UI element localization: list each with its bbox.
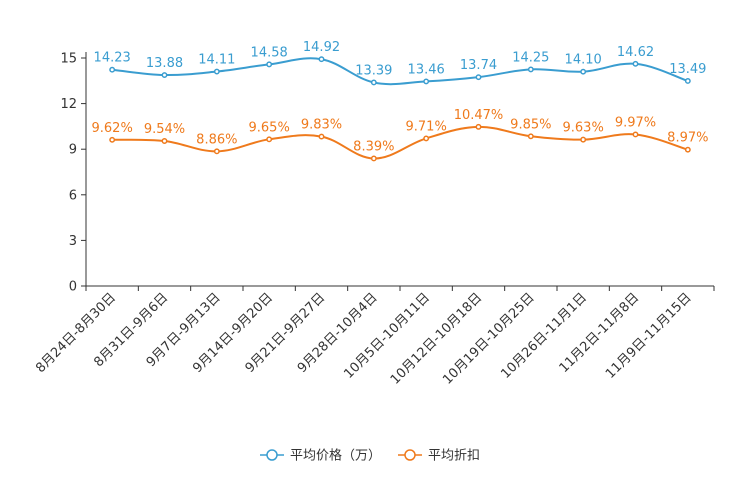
data-point[interactable] xyxy=(109,136,116,143)
data-point[interactable] xyxy=(684,146,691,153)
y-tick-label: 0 xyxy=(69,280,77,295)
data-label: 13.49 xyxy=(669,62,706,77)
data-label: 14.11 xyxy=(198,53,235,68)
legend-marker-icon xyxy=(404,449,416,461)
data-label: 14.10 xyxy=(565,53,602,68)
series-line xyxy=(112,125,689,160)
data-label: 9.71% xyxy=(406,119,447,134)
data-point[interactable] xyxy=(213,148,220,155)
data-label: 10.47% xyxy=(454,108,504,123)
data-point[interactable] xyxy=(109,66,116,73)
y-axis: 0 3 6 9 12 15 xyxy=(60,52,87,295)
data-point[interactable] xyxy=(266,61,273,68)
data-label: 9.83% xyxy=(301,118,342,133)
data-point[interactable] xyxy=(684,78,691,84)
y-tick-label: 6 xyxy=(69,188,77,203)
data-label: 14.92 xyxy=(303,40,340,55)
data-point[interactable] xyxy=(527,133,534,140)
data-label: 13.46 xyxy=(408,62,445,77)
legend-item-average-discount[interactable]: 平均折扣 xyxy=(398,449,480,464)
series-line xyxy=(112,57,689,86)
data-point[interactable] xyxy=(632,60,639,67)
data-label: 9.85% xyxy=(510,117,551,132)
data-point[interactable] xyxy=(527,66,534,73)
data-label: 14.23 xyxy=(94,51,131,66)
series-average-discount: 9.62% 9.54% 8.86% 9.65% 9.83% 8.39% 9.71% 10.47… xyxy=(92,108,708,162)
data-point[interactable] xyxy=(266,136,273,143)
y-tick-label: 3 xyxy=(69,234,77,249)
data-point[interactable] xyxy=(423,135,430,142)
data-label: 13.74 xyxy=(460,58,497,73)
data-point[interactable] xyxy=(475,123,482,130)
legend-item-average-price[interactable]: 平均价格（万） xyxy=(260,448,381,464)
data-label: 14.25 xyxy=(512,50,549,65)
data-point[interactable] xyxy=(632,131,639,138)
data-point[interactable] xyxy=(213,68,220,75)
data-point[interactable] xyxy=(475,74,482,81)
y-tick-label: 15 xyxy=(60,52,77,67)
series-layer: 14.23 13.88 14.11 14.58 14.92 13.39 13.46 13.74… xyxy=(92,40,708,162)
x-axis: 8月24日-8月30日8月31日-9月6日9月7日-9月13日9月14日-9月2… xyxy=(33,285,715,388)
x-tick-label: 10月19日-10月25日 xyxy=(440,290,537,387)
x-tick-label: 10月12日-10月18日 xyxy=(388,290,485,387)
data-label: 9.97% xyxy=(615,115,656,130)
y-tick-label: 12 xyxy=(60,97,77,112)
data-label: 8.39% xyxy=(353,139,394,154)
legend-label: 平均价格（万） xyxy=(290,448,381,464)
data-label: 8.97% xyxy=(667,131,708,146)
data-point[interactable] xyxy=(318,56,325,63)
data-point[interactable] xyxy=(161,138,168,144)
data-label: 13.39 xyxy=(355,63,392,78)
series-average-price: 14.23 13.88 14.11 14.58 14.92 13.39 13.46 13.74… xyxy=(94,40,706,86)
data-point[interactable] xyxy=(318,133,325,140)
legend-label: 平均折扣 xyxy=(428,449,480,464)
data-label: 9.63% xyxy=(563,121,604,136)
data-label: 14.62 xyxy=(617,45,654,60)
y-tick-label: 9 xyxy=(69,143,77,158)
data-label: 14.58 xyxy=(251,45,288,60)
data-label: 13.88 xyxy=(146,56,183,71)
data-label: 9.54% xyxy=(144,122,185,137)
data-label: 9.65% xyxy=(249,120,290,135)
data-point[interactable] xyxy=(370,79,377,86)
data-label: 9.62% xyxy=(92,121,133,136)
legend[interactable]: 平均价格（万） 平均折扣 xyxy=(260,448,480,464)
legend-marker-icon xyxy=(266,449,278,461)
data-point[interactable] xyxy=(161,72,168,78)
data-label: 8.86% xyxy=(196,132,237,147)
data-point[interactable] xyxy=(370,155,377,162)
data-point[interactable] xyxy=(580,68,587,75)
data-point[interactable] xyxy=(580,136,587,143)
data-point[interactable] xyxy=(423,78,430,85)
